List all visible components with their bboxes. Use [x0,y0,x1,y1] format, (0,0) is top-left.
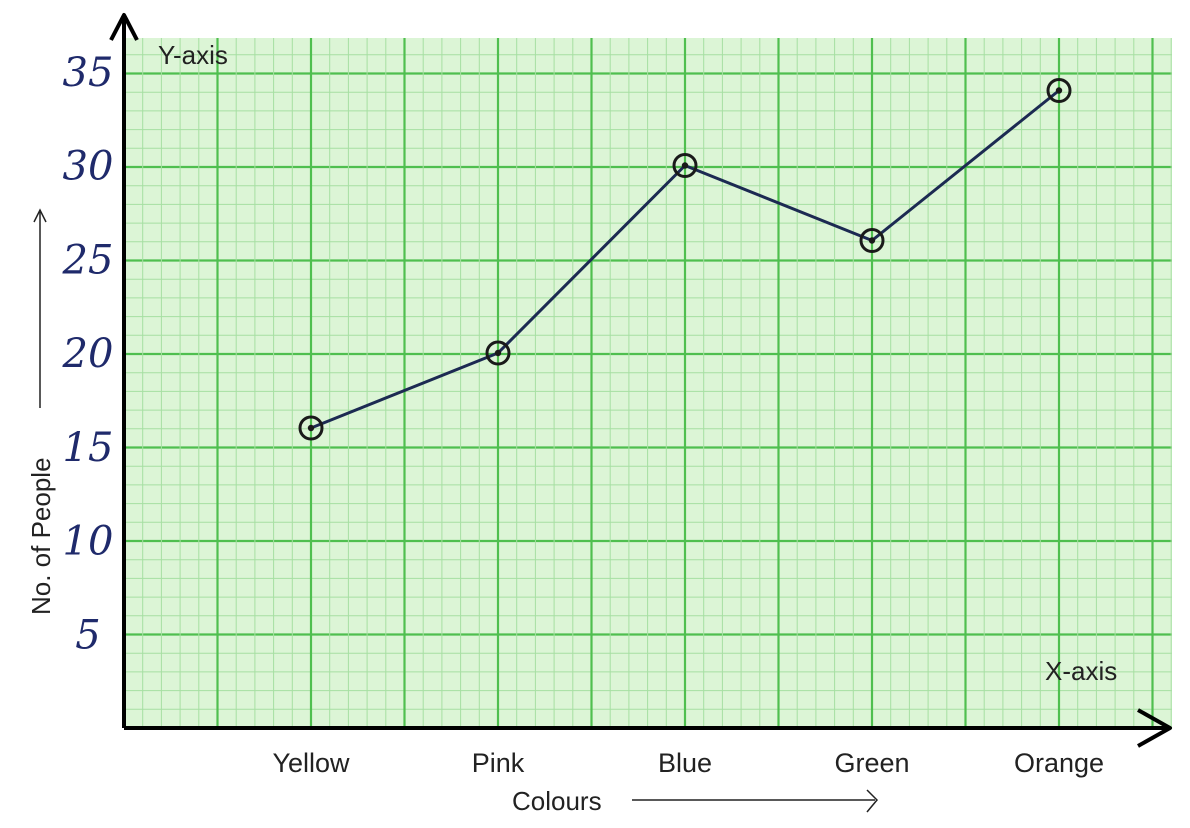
x-axis-name: X-axis [1045,656,1117,686]
y-tick-label: 15 [63,425,114,471]
data-point-ring [485,340,511,366]
chart-axes [109,13,1172,748]
x-tick-label: Pink [472,748,525,778]
x-axis-label: Colours [512,786,602,816]
data-point-ring [859,228,885,253]
graph-paper-grid [122,38,1172,730]
data-point [1055,87,1063,94]
x-label-arrow [632,789,879,813]
y-tick-label: 5 [75,612,100,658]
x-axis-arrowhead [1137,708,1172,748]
data-point [681,162,689,169]
data-point [494,349,502,357]
y-axis-label: No. of People [26,457,56,615]
y-tick-label: 20 [62,331,114,377]
y-tick-label: 30 [63,144,114,190]
x-tick-label: Blue [658,748,712,778]
y-tick-label: 25 [62,237,114,283]
y-axis-name: Y-axis [158,40,228,70]
y-tick-label: 35 [63,50,114,96]
data-point-ring [298,415,324,441]
data-series [298,78,1072,441]
x-tick-label: Green [834,748,909,778]
data-point [868,237,876,244]
tick-labels: 5 10 15 20 25 30 35 Yellow Pink Blue Green Orange [62,50,1104,778]
data-point [307,424,315,432]
y-tick-label: 10 [63,519,114,565]
y-axis-arrowhead [109,13,139,41]
data-point-ring [1046,78,1072,103]
x-tick-label: Orange [1014,748,1104,778]
x-tick-label: Yellow [272,748,350,778]
y-label-arrow [33,208,47,408]
data-point-ring [672,153,698,178]
